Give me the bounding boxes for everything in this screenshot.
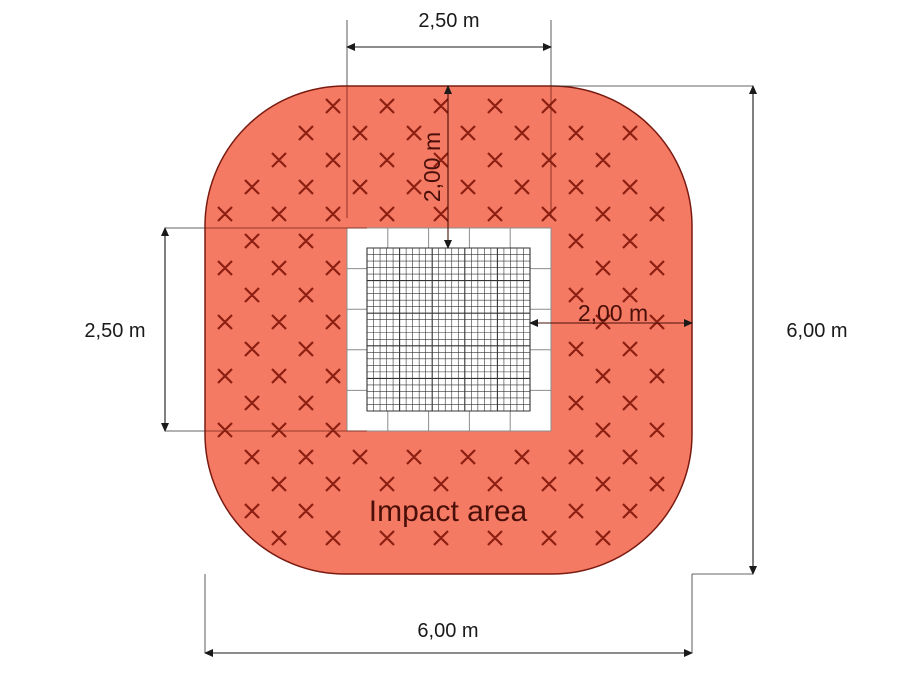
svg-text:Impact area: Impact area [369, 495, 528, 528]
svg-text:2,50 m: 2,50 m [418, 10, 479, 32]
svg-text:6,00 m: 6,00 m [786, 320, 847, 342]
svg-text:6,00 m: 6,00 m [417, 620, 478, 642]
svg-text:2,50 m: 2,50 m [84, 320, 145, 342]
svg-text:2,00 m: 2,00 m [419, 132, 445, 202]
svg-text:2,00 m: 2,00 m [578, 300, 648, 326]
